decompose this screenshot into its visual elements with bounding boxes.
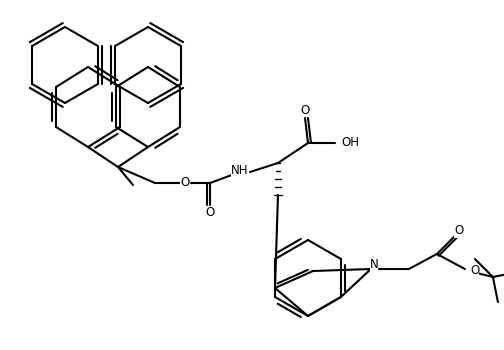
Text: O: O: [180, 176, 190, 189]
Text: O: O: [205, 206, 215, 219]
Text: O: O: [300, 104, 309, 117]
Text: O: O: [470, 265, 479, 278]
Text: OH: OH: [341, 136, 359, 149]
Text: NH: NH: [231, 163, 249, 176]
Text: O: O: [454, 224, 464, 238]
Text: N: N: [369, 258, 379, 271]
